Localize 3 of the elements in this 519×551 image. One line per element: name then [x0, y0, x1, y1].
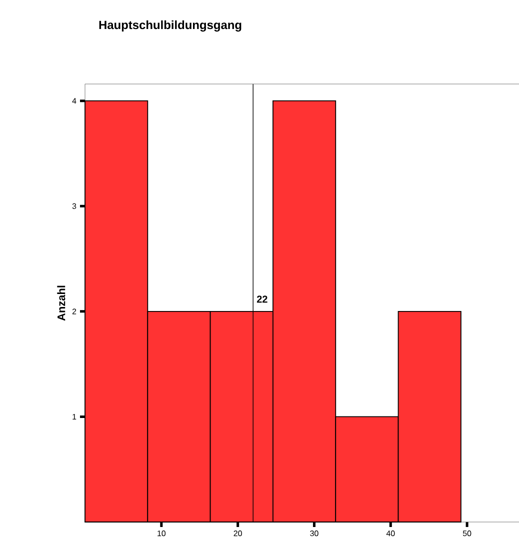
- chart-title: Hauptschulbildungsgang: [99, 20, 242, 32]
- ref-line-label: 22: [256, 296, 268, 303]
- y-axis-title: Anzahl: [57, 286, 66, 321]
